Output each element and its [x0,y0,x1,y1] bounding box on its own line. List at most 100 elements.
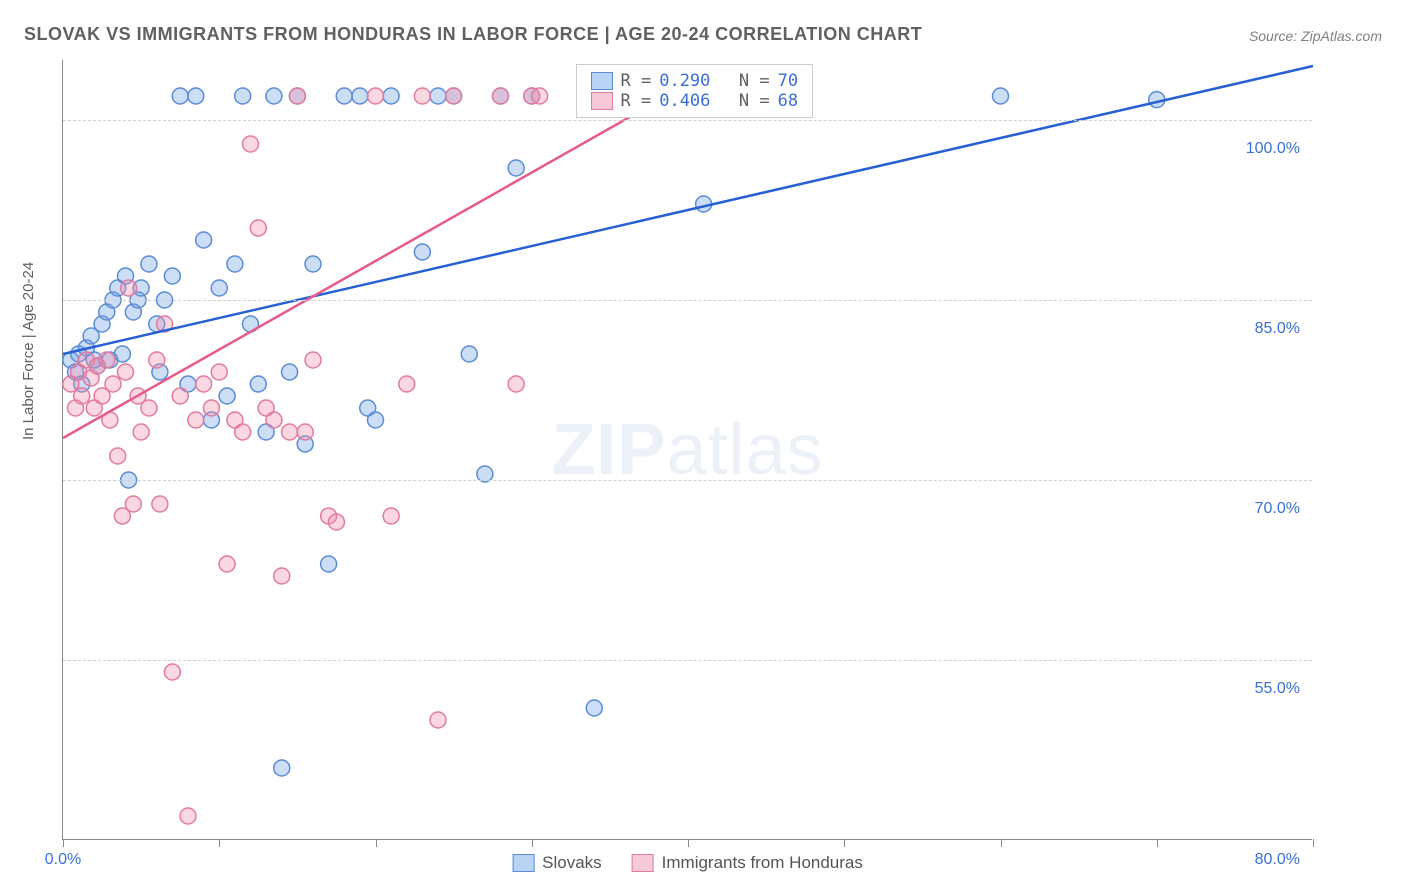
legend-bottom-item: Immigrants from Honduras [632,853,863,873]
gridline [63,480,1312,481]
scatter-point [118,364,134,380]
source-attribution: Source: ZipAtlas.com [1249,28,1382,44]
scatter-point [99,352,115,368]
scatter-point [368,88,384,104]
legend-bottom-item: Slovaks [512,853,602,873]
x-tick [63,839,64,847]
scatter-point [164,268,180,284]
legend-swatch [632,854,654,872]
scatter-point [282,424,298,440]
scatter-point [219,388,235,404]
scatter-point [172,88,188,104]
scatter-point [508,376,524,392]
legend-inset: R = 0.290 N = 70R = 0.406 N = 68 [576,64,814,118]
scatter-point [105,376,121,392]
legend-r-label: R = [621,91,652,111]
legend-swatch [512,854,534,872]
legend-inset-row: R = 0.406 N = 68 [591,91,799,111]
legend-inset-row: R = 0.290 N = 70 [591,71,799,91]
scatter-point [383,508,399,524]
scatter-point [141,256,157,272]
scatter-point [149,352,165,368]
scatter-point [328,514,344,530]
y-tick-label: 70.0% [1255,500,1300,518]
scatter-point [289,88,305,104]
scatter-point [321,556,337,572]
x-tick [1157,839,1158,847]
legend-bottom: Slovaks Immigrants from Honduras [512,853,863,873]
scatter-point [461,346,477,362]
legend-series-name: Slovaks [542,853,602,873]
scatter-point [164,664,180,680]
gridline [63,120,1312,121]
scatter-point [74,388,90,404]
legend-r-value: 0.406 [659,91,710,111]
x-tick [1001,839,1002,847]
scatter-point [114,346,130,362]
scatter-point [586,700,602,716]
scatter-point [188,88,204,104]
scatter-point [493,88,509,104]
x-tick [844,839,845,847]
gridline [63,660,1312,661]
scatter-point [227,256,243,272]
scatter-plot-svg [63,60,1312,839]
legend-n-label: N = [718,71,769,91]
scatter-point [266,88,282,104]
y-axis-label: In Labor Force | Age 20-24 [20,262,37,440]
scatter-point [172,388,188,404]
scatter-point [203,400,219,416]
scatter-point [152,496,168,512]
y-tick-label: 85.0% [1255,320,1300,338]
scatter-point [336,88,352,104]
scatter-point [305,352,321,368]
scatter-point [211,280,227,296]
scatter-point [352,88,368,104]
scatter-point [414,88,430,104]
scatter-point [430,712,446,728]
scatter-point [297,424,313,440]
scatter-point [532,88,548,104]
scatter-point [250,376,266,392]
legend-swatch [591,72,613,90]
scatter-point [121,280,137,296]
legend-series-name: Immigrants from Honduras [662,853,863,873]
legend-r-label: R = [621,71,652,91]
x-tick [219,839,220,847]
x-tick-label: 0.0% [45,851,81,869]
scatter-point [430,88,446,104]
x-tick [532,839,533,847]
y-tick-label-extra: 80.0% [1255,851,1300,869]
chart-title: SLOVAK VS IMMIGRANTS FROM HONDURAS IN LA… [24,24,922,45]
legend-n-value: 70 [778,71,798,91]
scatter-point [274,568,290,584]
scatter-point [508,160,524,176]
scatter-point [414,244,430,260]
scatter-point [282,364,298,380]
scatter-point [110,448,126,464]
scatter-point [274,760,290,776]
scatter-point [446,88,462,104]
scatter-point [250,220,266,236]
scatter-point [125,496,141,512]
scatter-point [235,88,251,104]
scatter-point [188,412,204,428]
scatter-point [235,424,251,440]
scatter-point [196,376,212,392]
scatter-point [219,556,235,572]
scatter-point [266,412,282,428]
gridline [63,300,1312,301]
scatter-point [305,256,321,272]
x-tick [688,839,689,847]
x-tick [376,839,377,847]
y-tick-label: 55.0% [1255,680,1300,698]
y-tick-label: 100.0% [1246,140,1300,158]
legend-n-value: 68 [778,91,798,111]
scatter-point [399,376,415,392]
scatter-point [243,136,259,152]
scatter-point [196,232,212,248]
scatter-point [383,88,399,104]
scatter-point [133,424,149,440]
scatter-point [368,412,384,428]
plot-area: ZIPatlas R = 0.290 N = 70R = 0.406 N = 6… [62,60,1312,840]
